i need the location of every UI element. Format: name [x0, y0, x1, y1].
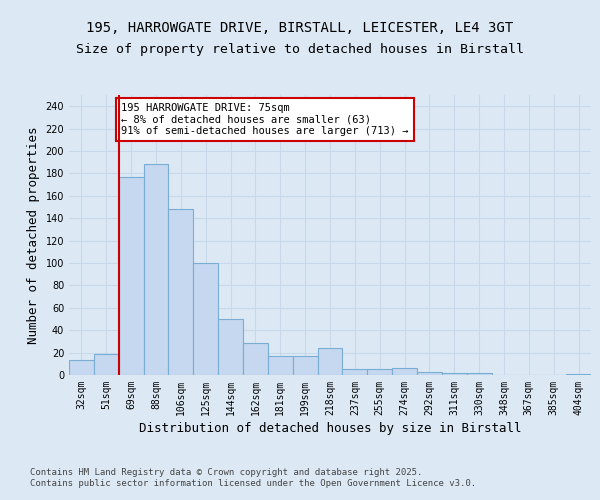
Bar: [343, 370, 367, 375]
Bar: [143, 164, 169, 375]
Bar: [268, 356, 293, 375]
Bar: [442, 373, 467, 375]
Y-axis label: Number of detached properties: Number of detached properties: [27, 126, 40, 344]
Bar: [293, 356, 317, 375]
Bar: [119, 177, 143, 375]
Bar: [392, 368, 417, 375]
Text: 195 HARROWGATE DRIVE: 75sqm
← 8% of detached houses are smaller (63)
91% of semi: 195 HARROWGATE DRIVE: 75sqm ← 8% of deta…: [121, 103, 409, 136]
Bar: [317, 348, 343, 375]
Bar: [169, 209, 193, 375]
Bar: [218, 319, 243, 375]
X-axis label: Distribution of detached houses by size in Birstall: Distribution of detached houses by size …: [139, 422, 521, 435]
Bar: [243, 342, 268, 375]
Bar: [417, 372, 442, 375]
Bar: [566, 374, 591, 375]
Bar: [69, 360, 94, 375]
Bar: [193, 263, 218, 375]
Bar: [467, 373, 491, 375]
Text: Size of property relative to detached houses in Birstall: Size of property relative to detached ho…: [76, 44, 524, 57]
Text: Contains HM Land Registry data © Crown copyright and database right 2025.
Contai: Contains HM Land Registry data © Crown c…: [30, 468, 476, 487]
Text: 195, HARROWGATE DRIVE, BIRSTALL, LEICESTER, LE4 3GT: 195, HARROWGATE DRIVE, BIRSTALL, LEICEST…: [86, 20, 514, 34]
Bar: [367, 370, 392, 375]
Bar: [94, 354, 119, 375]
